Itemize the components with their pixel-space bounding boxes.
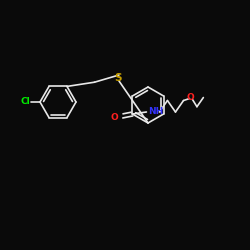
Text: NH: NH — [148, 108, 164, 116]
Text: Cl: Cl — [20, 98, 30, 106]
Text: S: S — [114, 73, 122, 83]
Text: O: O — [111, 112, 118, 122]
Text: O: O — [187, 93, 194, 102]
